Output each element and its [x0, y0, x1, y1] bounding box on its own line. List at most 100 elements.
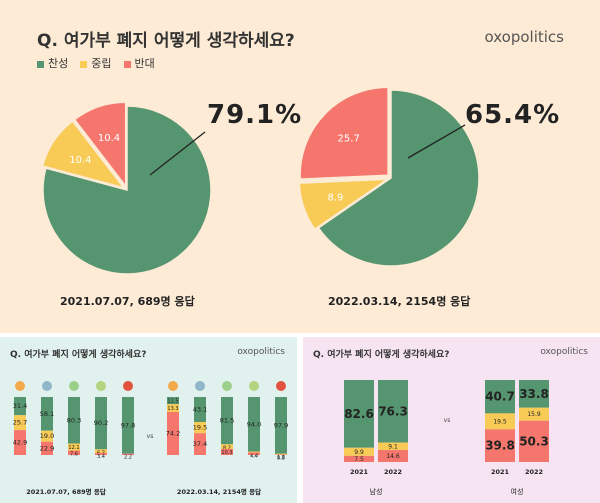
- age-bar-value-label: 12.1: [68, 445, 79, 451]
- age-bar-value-label: 1.3: [277, 455, 285, 461]
- pie-leader-line: [407, 124, 466, 159]
- legend-label: 찬성: [48, 57, 69, 70]
- age-bar-segment-중립: [68, 443, 80, 451]
- gender-bar-segment-반대: [519, 420, 549, 462]
- gender-bar-value-label: 7.5: [354, 456, 364, 463]
- age-bar-value-label: 31.4: [13, 402, 27, 410]
- age-bar-segment-반대: [194, 433, 206, 455]
- pie1-caption: 2021.07.07, 689명 응답: [60, 295, 195, 308]
- age-group-caption: 2021.07.07, 689명 응답: [26, 487, 106, 496]
- gender-bar-value-label: 50.3: [519, 434, 549, 448]
- pie-slice-반대: [73, 101, 127, 189]
- age-bar-value-label: 74.2: [166, 429, 180, 437]
- brand-politics: politics: [253, 347, 285, 357]
- gender-bar-value-label: 39.8: [485, 439, 515, 453]
- gender-bar-value-label: 82.6: [344, 407, 374, 421]
- age-bar-value-label: 90.2: [94, 419, 108, 427]
- age-bar-segment-찬성: [167, 397, 179, 405]
- age-bar-segment-찬성: [275, 397, 287, 454]
- age-bar-value-label: 97.9: [274, 421, 288, 429]
- legend-swatch: [123, 60, 131, 68]
- age-group-caption: 2022.03.14, 2154명 응답: [177, 487, 261, 496]
- brand-politics: politics: [556, 347, 588, 357]
- age-bar-value-label: 42.9: [13, 439, 27, 447]
- age-bar-segment-찬성: [248, 397, 260, 452]
- brand-oxo: oxo: [540, 347, 557, 357]
- age-bar-segment-중립: [167, 404, 179, 412]
- age-bar-segment-반대: [14, 430, 26, 455]
- pie-slice-찬성: [42, 105, 212, 275]
- age-bar-value-label: 94.0: [247, 420, 261, 428]
- legend-swatch: [37, 60, 44, 68]
- pie2-highlight-label: 65.4%: [465, 100, 561, 130]
- pie-chart-2022: 8.9 25.7: [300, 86, 480, 267]
- age-bar-value-label: 0.8: [277, 456, 285, 462]
- age-bar-segment-찬성: [194, 397, 206, 422]
- brand-oxo: oxo: [484, 28, 511, 46]
- gender-bar-segment-중립: [378, 442, 408, 451]
- gender-bar-segment-반대: [485, 429, 515, 462]
- age-bar-segment-중립: [95, 449, 107, 453]
- age-bar-value-label: 97.8: [121, 421, 135, 429]
- brand-oxo: oxo: [237, 347, 254, 357]
- age-bar-segment-반대: [95, 452, 107, 455]
- page-title: Q. 여가부 폐지 어떻게 생각하세요?: [37, 31, 295, 51]
- age-bar-value-label: 3.4: [97, 454, 105, 460]
- gender-bar-segment-중립: [519, 407, 549, 421]
- age-group-avatar-icon: [195, 381, 205, 391]
- age-bar-value-label: 13.3: [167, 406, 178, 412]
- panel-title: Q. 여가부 폐지 어떻게 생각하세요?: [10, 350, 147, 360]
- vs-label: vs: [444, 417, 451, 424]
- age-bar-segment-중립: [194, 421, 206, 434]
- age-bar-segment-중립: [41, 430, 53, 442]
- age-bar-segment-반대: [122, 453, 134, 455]
- age-bar-segment-찬성: [122, 397, 134, 454]
- gender-bar-year-label: 2021: [491, 468, 510, 476]
- pie-slice-label: 10.4: [98, 133, 120, 144]
- gender-bar-year-label: 2022: [384, 468, 402, 476]
- age-bar-value-label: 81.5: [220, 417, 234, 425]
- age-bar-segment-반대: [41, 441, 53, 455]
- pie-slice-label: 8.9: [328, 193, 344, 204]
- age-bar-value-label: 4.4: [250, 453, 258, 459]
- age-group-avatar-icon: [15, 381, 25, 391]
- gender-bar-segment-반대: [378, 450, 408, 462]
- age-bar-value-label: 10.3: [221, 450, 232, 456]
- age-bar-segment-찬성: [95, 397, 107, 450]
- age-group-avatar-icon: [123, 381, 133, 391]
- gender-breakdown-panel: Q. 여가부 폐지 어떻게 생각하세요? oxopolitics 82.6 9.9…: [303, 337, 600, 503]
- gender-bar-segment-중립: [485, 413, 515, 430]
- gender-bar-year-label: 2022: [525, 468, 543, 476]
- gender-bar-value-label: 15.9: [527, 411, 541, 418]
- age-bar-value-label: 12.5: [167, 399, 178, 405]
- gender-bar-segment-찬성: [519, 380, 549, 408]
- vs-label: vs: [147, 433, 154, 440]
- age-bar-value-label: 8.2: [223, 445, 231, 451]
- gender-group-label: 여성: [511, 487, 524, 496]
- gender-bar-value-label: 33.8: [519, 387, 549, 401]
- gender-stacked-bar-chart: 82.6 9.97.5 2021 76.3 9.1 14.6 2022 남성 40.7 19.5 3…: [344, 380, 549, 496]
- legend-label: 반대: [134, 57, 155, 70]
- gender-bar-segment-찬성: [485, 380, 515, 414]
- age-group-avatar-icon: [168, 381, 178, 391]
- age-bar-segment-중립: [275, 453, 287, 455]
- age-bar-value-label: 22.9: [40, 444, 54, 452]
- gender-bar-value-label: 14.6: [386, 453, 400, 460]
- pie-slice-label: 25.7: [338, 134, 360, 145]
- legend-item-neutral: 중립: [80, 55, 112, 71]
- age-group-avatar-icon: [96, 381, 106, 391]
- age-bar-value-label: 7.6: [70, 452, 78, 458]
- main-infographic: Q. 여가부 폐지 어떻게 생각하세요? oxopolitics 찬성 중립 반…: [0, 0, 600, 333]
- legend-item-oppose: 반대: [123, 55, 155, 71]
- pie2-caption: 2022.03.14, 2154명 응답: [328, 295, 471, 308]
- age-breakdown-panel: Q. 여가부 폐지 어떻게 생각하세요? oxopolitics 31.4 25.…: [0, 337, 297, 503]
- gender-bar-segment-찬성: [378, 380, 408, 443]
- gender-bar-value-label: 19.5: [493, 418, 507, 425]
- age-bar-segment-중립: [14, 415, 26, 431]
- brand-politics: politics: [510, 28, 564, 46]
- gender-bar-value-label: 40.7: [485, 390, 515, 404]
- gender-group-label: 남성: [370, 487, 383, 496]
- legend-item-support: 찬성: [37, 55, 68, 71]
- age-bar-value-label: 37.4: [193, 440, 207, 448]
- legend: 찬성 중립 반대: [37, 55, 155, 71]
